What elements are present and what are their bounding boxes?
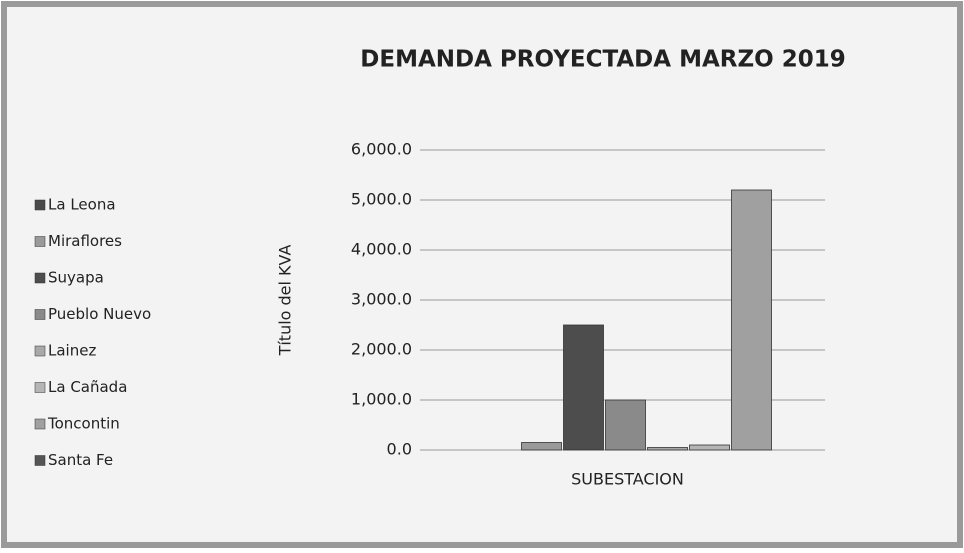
legend-swatch	[34, 309, 46, 320]
bar	[563, 324, 604, 451]
y-tick-label: 0.0	[387, 440, 412, 459]
y-axis-label: Título del KVA	[276, 245, 295, 357]
legend-label: Miraflores	[48, 232, 122, 250]
legend-swatch	[34, 272, 46, 284]
bar	[731, 189, 772, 451]
legend-swatch	[34, 345, 46, 357]
y-tick-label: 4,000.0	[351, 240, 412, 259]
legend-label: Lainez	[48, 342, 96, 360]
legend-swatch	[34, 418, 46, 430]
y-tick-label: 2,000.0	[351, 340, 412, 359]
y-tick-label: 1,000.0	[351, 390, 412, 409]
bar	[605, 399, 646, 451]
bar	[689, 444, 730, 451]
legend-label: Pueblo Nuevo	[48, 305, 151, 323]
legend-swatch	[34, 236, 46, 247]
legend-label: Suyapa	[48, 269, 104, 287]
x-tick-label: SUBESTACION	[571, 470, 684, 489]
y-tick-label: 3,000.0	[351, 290, 412, 309]
legend-swatch	[34, 455, 46, 466]
bar	[521, 442, 562, 451]
legend-swatch	[34, 382, 46, 393]
legend-label: Toncontin	[47, 415, 120, 433]
legend-label: La Leona	[48, 196, 116, 214]
legend-label: La Cañada	[48, 378, 127, 396]
legend-label: Santa Fe	[48, 451, 113, 469]
chart-title: DEMANDA PROYECTADA MARZO 2019	[360, 47, 845, 73]
legend-swatch	[34, 199, 46, 211]
y-tick-label: 6,000.0	[351, 140, 412, 159]
y-tick-label: 5,000.0	[351, 190, 412, 209]
bar	[647, 447, 688, 451]
